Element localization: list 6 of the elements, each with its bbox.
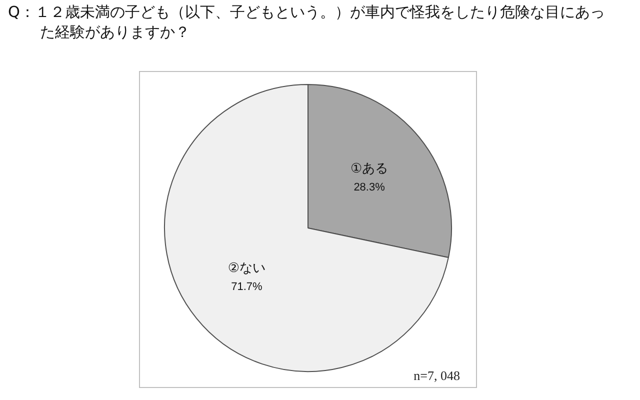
data-label: 28.3% [354,181,386,194]
text: n=7, 048 [414,368,460,384]
slice-label: ①ある [350,162,388,177]
data-label: 71.7% [231,280,263,293]
slice-label: ②ない [228,261,266,276]
chart-title: Q：１２歳未満の子ども（以下、子どもという。）が車内で怪我をしたり危険な目にあった経験がありますか？ [8,2,606,42]
